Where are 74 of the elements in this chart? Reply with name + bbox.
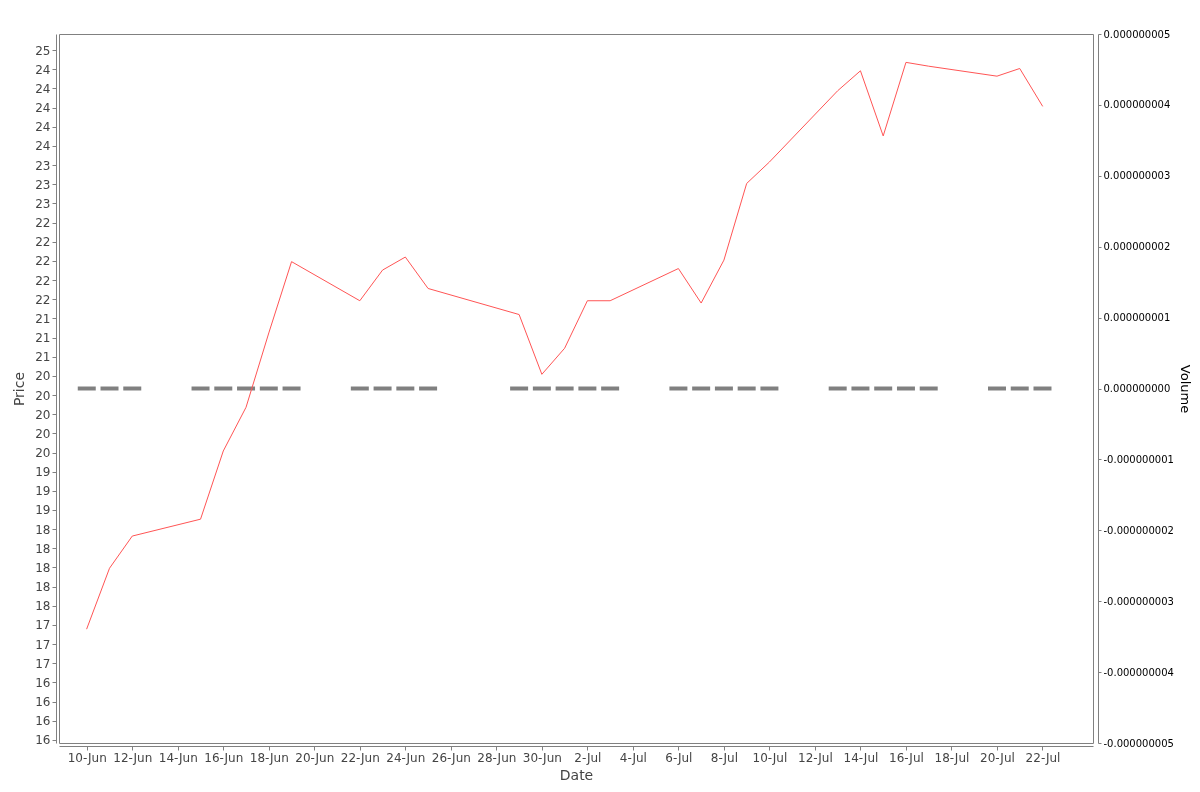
x-tick-label: 28-Jun — [477, 750, 517, 765]
x-tick-label: 10-Jun — [67, 750, 107, 765]
y-tick-label: 22 — [35, 292, 51, 307]
y2-tick-label: -0.000000002 — [1103, 524, 1174, 536]
y-tick-label: 17 — [35, 618, 51, 633]
x-tick-label: 24-Jun — [386, 750, 426, 765]
y-tick-label: 17 — [35, 656, 51, 671]
x-tick-label: 14-Jul — [843, 750, 879, 765]
x-tick-label: 26-Jun — [431, 750, 471, 765]
y-tick-label: 16 — [35, 733, 51, 748]
line-series — [86, 61, 1043, 630]
y-axis-title: Price — [11, 371, 28, 407]
y-tick-label: 20 — [35, 446, 51, 460]
y-tick-label: 21 — [35, 350, 51, 365]
y-tick-label: 21 — [35, 311, 51, 326]
y-tick-label: 22 — [35, 254, 51, 269]
x-tick-label: 22-Jul — [1025, 750, 1061, 765]
y-tick-label: 19 — [35, 503, 51, 518]
y-tick-label: 24 — [35, 101, 51, 116]
y2-axis-title: Volume — [1177, 364, 1193, 414]
y2-tick-label: -0.000000003 — [1103, 595, 1174, 607]
y2-tick-label: 0.000000003 — [1103, 170, 1171, 182]
x-tick-label: 18-Jun — [249, 750, 289, 765]
x-tick-label: 20-Jun — [295, 750, 335, 765]
y-tick-label: 24 — [35, 62, 51, 77]
y-tick-label: 16 — [35, 675, 51, 690]
y-tick-label: 19 — [35, 484, 51, 499]
x-axis-title: Date — [559, 766, 594, 783]
y-tick-label: 22 — [35, 273, 51, 288]
y-tick-label: 19 — [35, 465, 51, 480]
x-tick-label: 22-Jun — [340, 750, 380, 765]
y2-tick-label: 0.000000000 — [1103, 383, 1171, 394]
y2-tick-label: 0.000000002 — [1103, 241, 1171, 253]
y2-tick-label: 0.000000001 — [1103, 312, 1171, 324]
y-tick-label: 18 — [35, 522, 51, 537]
y2-tick-label: 0.000000004 — [1103, 99, 1171, 111]
y-tick-label: 17 — [35, 637, 51, 652]
x-tick-label: 30-Jun — [522, 750, 562, 765]
x-tick-label: 12-Jun — [113, 750, 153, 765]
y-tick-label: 16 — [35, 695, 51, 710]
y-tick-label: 24 — [35, 139, 51, 154]
x-tick-label: 12-Jul — [798, 750, 833, 765]
y-tick-label: 18 — [35, 580, 51, 595]
y-tick-label: 24 — [35, 81, 51, 96]
y-tick-label: 22 — [35, 216, 51, 231]
y-tick-label: 24 — [35, 120, 51, 135]
y2-tick-label: -0.000000004 — [1103, 666, 1174, 678]
x-tick-label: 4-Jul — [619, 750, 647, 765]
y-tick-label: 23 — [35, 177, 51, 192]
y-tick-label: 23 — [35, 196, 51, 211]
y-tick-label: 20 — [35, 426, 51, 441]
x-tick-label: 14-Jun — [158, 750, 198, 765]
x-tick-label: 8-Jul — [710, 750, 738, 765]
x-tick-label: 18-Jul — [934, 750, 970, 765]
y-tick-label: 16 — [35, 714, 51, 729]
y-tick-label: 20 — [35, 388, 51, 403]
y-tick-label: 18 — [35, 560, 51, 575]
x-tick-label: 6-Jul — [665, 750, 693, 765]
x-tick-label: 16-Jul — [889, 750, 924, 765]
y-tick-label: 22 — [35, 235, 51, 250]
y-tick-label: 20 — [35, 407, 51, 422]
y-tick-label: 23 — [35, 158, 51, 173]
y-tick-label: 21 — [35, 331, 51, 346]
x-tick-label: 2-Jul — [574, 750, 602, 765]
x-tick-label: 10-Jul — [752, 750, 788, 765]
y-tick-label: 25 — [35, 43, 51, 58]
y-tick-label: 18 — [35, 599, 51, 614]
y2-tick-label: -0.000000005 — [1103, 737, 1174, 749]
y2-tick-label: -0.000000001 — [1103, 453, 1174, 465]
y2-tick-label: 0.000000005 — [1103, 28, 1171, 40]
x-tick-label: 16-Jun — [204, 750, 244, 765]
y-tick-label: 20 — [35, 369, 51, 384]
y-tick-label: 18 — [35, 541, 51, 556]
x-tick-label: 20-Jul — [980, 750, 1015, 765]
